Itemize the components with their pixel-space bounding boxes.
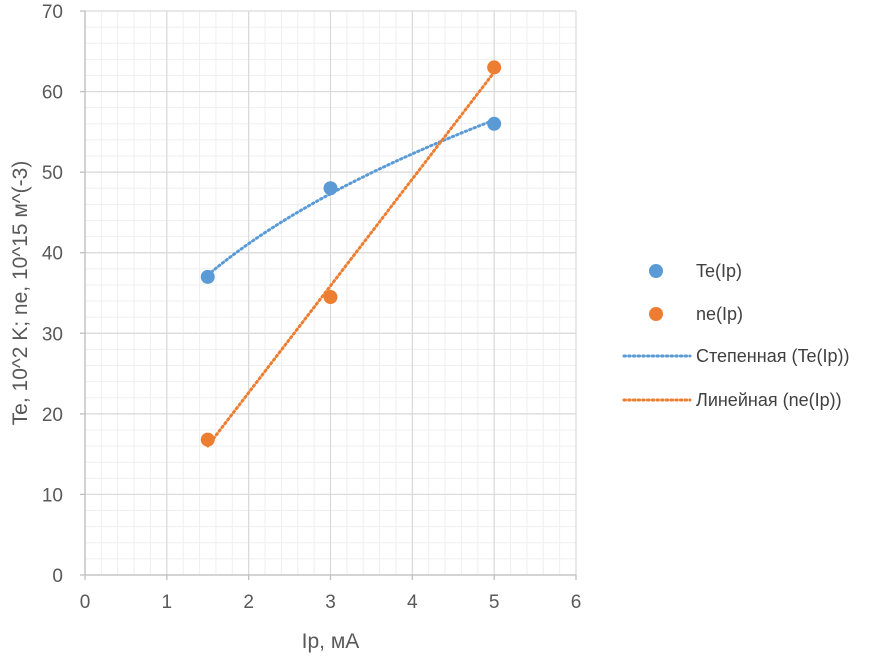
power-trendline <box>206 118 496 277</box>
axes <box>80 10 577 580</box>
te-data-point <box>323 181 338 196</box>
y-tick-label: 60 <box>42 83 63 104</box>
trendlines <box>206 70 496 448</box>
y-tick-label: 10 <box>42 485 63 506</box>
x-tick-label: 6 <box>571 592 582 613</box>
ne-data-point <box>323 290 338 305</box>
legend-label-te: Te(Ip) <box>696 261 742 281</box>
data-points <box>200 60 502 447</box>
x-tick-label: 1 <box>162 592 173 613</box>
y-tick-label: 30 <box>42 324 63 345</box>
te-data-point <box>487 116 502 131</box>
y-tick-label: 20 <box>42 405 63 426</box>
ne-data-point <box>200 432 215 447</box>
legend-marker-te <box>649 264 663 278</box>
x-tick-label: 2 <box>243 592 254 613</box>
x-axis-title: Ip, мА <box>302 630 360 653</box>
te-data-point <box>200 269 215 284</box>
linear-trendline <box>206 70 496 448</box>
legend-marker-ne <box>649 307 663 321</box>
y-tick-label: 40 <box>42 244 63 265</box>
y-tick-label: 0 <box>52 566 63 587</box>
x-tick-label: 0 <box>80 592 91 613</box>
y-tick-label: 50 <box>42 163 63 184</box>
y-axis-title: Te, 10^2 K; ne, 10^15 м^(-3) <box>9 161 32 426</box>
legend-label-power-trend: Степенная (Te(Ip)) <box>696 346 849 366</box>
y-tick-label: 70 <box>42 2 63 23</box>
x-tick-label: 5 <box>489 592 500 613</box>
legend-label-ne: ne(Ip) <box>696 304 743 324</box>
legend-label-linear-trend: Линейная (ne(Ip)) <box>696 390 842 410</box>
x-tick-label: 4 <box>407 592 418 613</box>
ne-data-point <box>487 60 502 75</box>
legend: Te(Ip) ne(Ip) Степенная (Te(Ip)) Линейна… <box>622 261 849 410</box>
x-tick-label: 3 <box>325 592 336 613</box>
